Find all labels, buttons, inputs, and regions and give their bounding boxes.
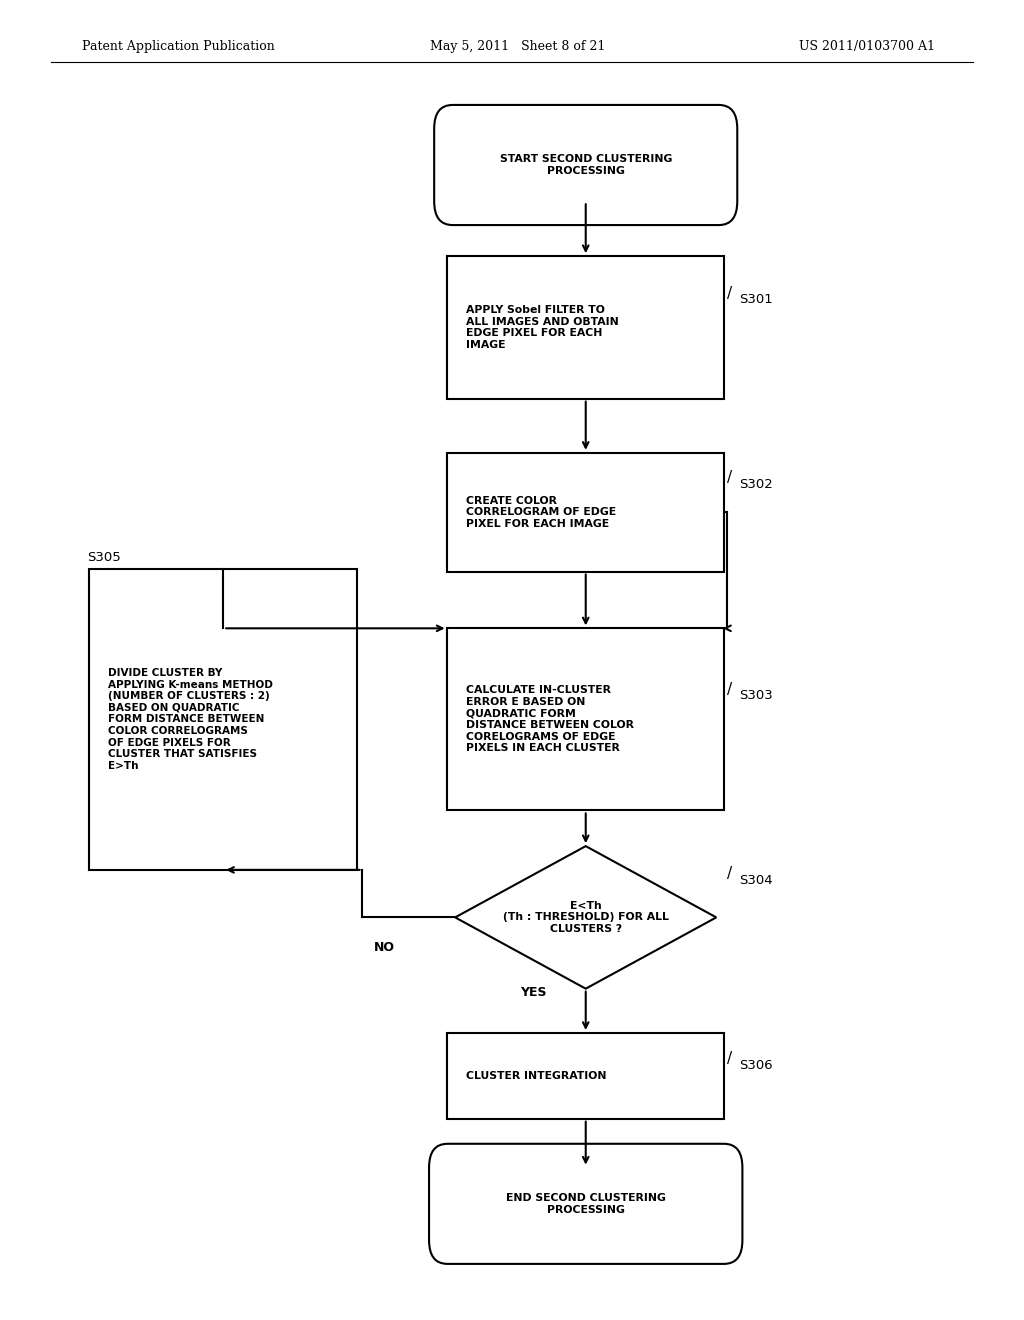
Polygon shape [455,846,717,989]
Text: S305: S305 [87,550,121,564]
Text: CREATE COLOR
CORRELOGRAM OF EDGE
PIXEL FOR EACH IMAGE: CREATE COLOR CORRELOGRAM OF EDGE PIXEL F… [466,495,616,529]
Text: /: / [727,681,732,697]
Text: /: / [727,1051,732,1067]
FancyBboxPatch shape [434,106,737,224]
FancyBboxPatch shape [447,628,724,810]
FancyBboxPatch shape [447,453,724,572]
FancyBboxPatch shape [89,569,357,870]
Text: CLUSTER INTEGRATION: CLUSTER INTEGRATION [466,1071,606,1081]
Text: END SECOND CLUSTERING
PROCESSING: END SECOND CLUSTERING PROCESSING [506,1193,666,1214]
Text: NO: NO [374,941,395,954]
Text: /: / [727,285,732,301]
Text: CALCULATE IN-CLUSTER
ERROR E BASED ON
QUADRATIC FORM
DISTANCE BETWEEN COLOR
CORE: CALCULATE IN-CLUSTER ERROR E BASED ON QU… [466,685,634,754]
Text: S302: S302 [739,478,773,491]
FancyBboxPatch shape [447,1032,724,1119]
Text: S301: S301 [739,293,773,306]
Text: YES: YES [520,986,547,999]
Text: Patent Application Publication: Patent Application Publication [82,40,274,53]
Text: S304: S304 [739,874,773,887]
Text: DIVIDE CLUSTER BY
APPLYING K-means METHOD
(NUMBER OF CLUSTERS : 2)
BASED ON QUAD: DIVIDE CLUSTER BY APPLYING K-means METHO… [108,668,272,771]
FancyBboxPatch shape [447,256,724,399]
FancyBboxPatch shape [429,1143,742,1265]
Text: FIG. 8: FIG. 8 [455,106,528,127]
Text: S303: S303 [739,689,773,702]
Text: /: / [727,470,732,486]
Text: APPLY Sobel FILTER TO
ALL IMAGES AND OBTAIN
EDGE PIXEL FOR EACH
IMAGE: APPLY Sobel FILTER TO ALL IMAGES AND OBT… [466,305,618,350]
Text: E<Th
(Th : THRESHOLD) FOR ALL
CLUSTERS ?: E<Th (Th : THRESHOLD) FOR ALL CLUSTERS ? [503,900,669,935]
Text: /: / [727,866,732,882]
Text: S306: S306 [739,1059,773,1072]
Text: US 2011/0103700 A1: US 2011/0103700 A1 [799,40,935,53]
Text: May 5, 2011   Sheet 8 of 21: May 5, 2011 Sheet 8 of 21 [430,40,605,53]
Text: START SECOND CLUSTERING
PROCESSING: START SECOND CLUSTERING PROCESSING [500,154,672,176]
